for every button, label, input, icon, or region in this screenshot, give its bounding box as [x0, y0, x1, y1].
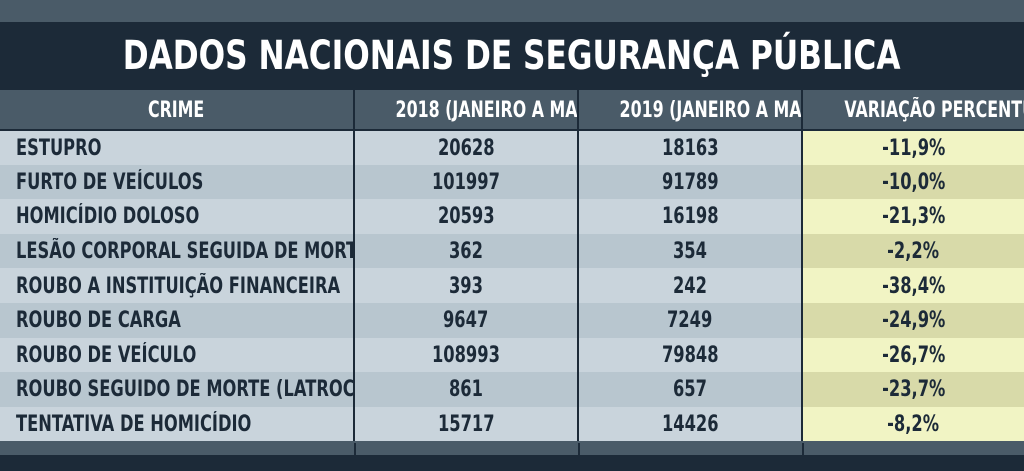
cell-crime: FURTO DE VEÍCULOS [0, 164, 355, 200]
table-row: LESÃO CORPORAL SEGUIDA DE MORTE 362 354 -2,… [0, 233, 1024, 269]
cell-2018: 15717 [354, 406, 579, 442]
column-header-2018: 2018 (JANEIRO A MAIO) [354, 90, 579, 131]
cell-2019: 242 [578, 268, 803, 303]
cell-variation: -23,7% [802, 372, 1024, 407]
column-header-2019: 2019 (JANEIRO A MAIO) [578, 90, 803, 131]
cell-2018: 362 [354, 233, 579, 269]
cell-2018: 108993 [354, 337, 579, 373]
table-row: FURTO DE VEÍCULOS 101997 91789 -10,0% [0, 164, 1024, 200]
cell-crime: ESTUPRO [0, 130, 355, 165]
cell-2019: 18163 [578, 130, 803, 165]
footer-bar [0, 455, 1024, 471]
title-bar: DADOS NACIONAIS DE SEGURANÇA PÚBLICA [0, 22, 1024, 90]
cell-variation: -8,2% [802, 406, 1024, 442]
cell-2019: 7249 [578, 302, 803, 338]
cell-crime: ROUBO DE VEÍCULO [0, 337, 355, 373]
table-body: ESTUPRO 20628 18163 -11,9% FURTO DE VEÍCULOS… [0, 130, 1024, 442]
bottom-strip [0, 443, 1024, 455]
cell-2018: 101997 [354, 164, 579, 200]
cell-variation: -26,7% [802, 337, 1024, 373]
table-row: ESTUPRO 20628 18163 -11,9% [0, 130, 1024, 165]
cell-2018: 393 [354, 268, 579, 303]
table-row: TENTATIVA DE HOMICÍDIO 15717 14426 -8,2% [0, 406, 1024, 442]
crime-data-table: CRIME 2018 (JANEIRO A MAIO) 2019 (JANEIR… [0, 90, 1024, 442]
cell-2019: 14426 [578, 406, 803, 442]
cell-crime: ROUBO SEGUIDO DE MORTE (LATROCÍNIO) [0, 372, 355, 407]
cell-variation: -10,0% [802, 164, 1024, 200]
cell-crime: ROUBO DE CARGA [0, 302, 355, 338]
cell-crime: LESÃO CORPORAL SEGUIDA DE MORTE [0, 233, 355, 269]
table-row: ROUBO DE CARGA 9647 7249 -24,9% [0, 302, 1024, 338]
table-header-row: CRIME 2018 (JANEIRO A MAIO) 2019 (JANEIR… [0, 90, 1024, 131]
cell-crime: TENTATIVA DE HOMICÍDIO [0, 406, 355, 442]
cell-2019: 354 [578, 233, 803, 269]
cell-2018: 9647 [354, 302, 579, 338]
cell-variation: -21,3% [802, 199, 1024, 234]
cell-2019: 91789 [578, 164, 803, 200]
cell-2019: 16198 [578, 199, 803, 234]
column-header-crime: CRIME [0, 90, 355, 131]
table-row: ROUBO SEGUIDO DE MORTE (LATROCÍNIO)86165… [0, 372, 1024, 407]
cell-2018: 20593 [354, 199, 579, 234]
top-strip [0, 0, 1024, 22]
cell-crime: ROUBO A INSTITUIÇÃO FINANCEIRA [0, 268, 355, 303]
cell-crime: HOMICÍDIO DOLOSO [0, 199, 355, 234]
cell-variation: -24,9% [802, 302, 1024, 338]
table-row: HOMICÍDIO DOLOSO 20593 16198 -21,3% [0, 199, 1024, 234]
cell-2018: 861 [354, 372, 579, 407]
cell-2019: 657 [578, 372, 803, 407]
page-title: DADOS NACIONAIS DE SEGURANÇA PÚBLICA [123, 33, 901, 79]
table-row: ROUBO DE VEÍCULO 108993 79848 -26,7% [0, 337, 1024, 373]
cell-2019: 79848 [578, 337, 803, 373]
cell-variation: -38,4% [802, 268, 1024, 303]
column-header-variation: VARIAÇÃO PERCENTUAL [802, 90, 1024, 131]
cell-variation: -11,9% [802, 130, 1024, 165]
table-row: ROUBO A INSTITUIÇÃO FINANCEIRA 393 242 -38,… [0, 268, 1024, 303]
cell-2018: 20628 [354, 130, 579, 165]
cell-variation: -2,2% [802, 233, 1024, 269]
